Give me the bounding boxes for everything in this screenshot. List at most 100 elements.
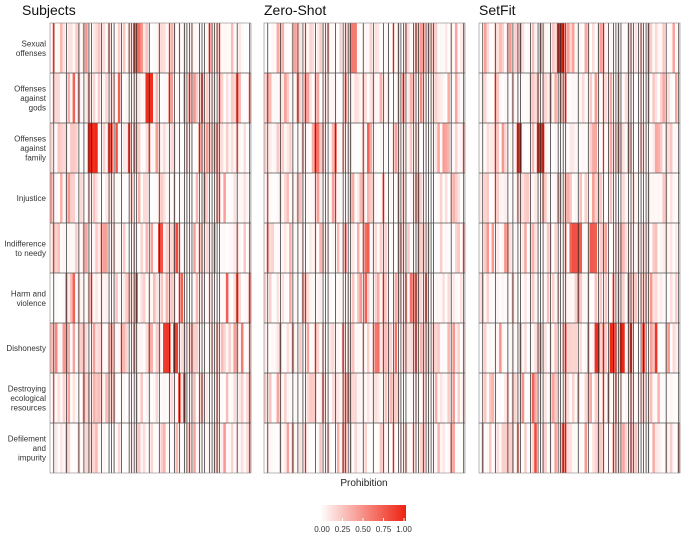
panel-title: Subjects	[22, 2, 76, 18]
heat-cell	[286, 273, 290, 323]
heat-cell	[115, 223, 119, 273]
heat-cell	[160, 173, 164, 223]
heat-cell	[652, 323, 656, 373]
heat-cell	[674, 173, 678, 223]
heat-cell	[571, 173, 575, 223]
heat-cell	[447, 173, 451, 223]
heat-cell	[489, 23, 492, 73]
heat-cell	[92, 273, 96, 323]
heat-cell	[444, 423, 448, 473]
heat-cell	[491, 423, 495, 473]
heat-cell	[85, 23, 88, 73]
heat-cell	[95, 23, 99, 73]
heat-cell	[150, 223, 154, 273]
heat-cell	[544, 223, 548, 273]
heat-cell	[496, 123, 500, 173]
heat-cell	[240, 373, 244, 423]
heat-cell	[230, 373, 234, 423]
heat-cell	[271, 173, 275, 223]
heat-cell	[447, 123, 451, 173]
heat-cell	[524, 73, 528, 123]
heat-cell	[454, 223, 458, 273]
heat-cell	[667, 223, 671, 273]
heat-cell	[501, 273, 505, 323]
heat-cell	[407, 373, 411, 423]
heat-cell	[594, 223, 598, 273]
heat-cell	[409, 223, 413, 273]
heat-cell	[122, 373, 126, 423]
heat-cell	[584, 323, 588, 373]
heat-cell	[594, 23, 598, 73]
heat-cell	[574, 323, 578, 373]
heat-cell	[306, 323, 310, 373]
heat-cell	[271, 223, 275, 273]
row-label: gods	[29, 104, 46, 113]
heat-cell	[75, 73, 78, 123]
heat-cell	[97, 323, 101, 373]
heat-cell	[233, 223, 237, 273]
heat-cell	[269, 223, 272, 273]
heat-cell	[60, 373, 63, 423]
heat-cell	[97, 223, 101, 273]
heat-cell	[571, 23, 575, 73]
heat-cell	[659, 23, 663, 73]
heat-cell	[452, 273, 456, 323]
heat-cell	[672, 273, 676, 323]
heat-cell	[276, 23, 280, 73]
heat-cell	[329, 73, 333, 123]
heat-cell	[264, 323, 267, 373]
heat-cell	[97, 373, 101, 423]
heat-cell	[657, 223, 661, 273]
heat-cell	[654, 323, 658, 373]
heat-cell	[271, 323, 275, 373]
heat-cell	[240, 73, 244, 123]
heat-cell	[669, 323, 673, 373]
heat-cell	[72, 323, 76, 373]
heat-cell	[672, 373, 676, 423]
heat-cell	[374, 223, 378, 273]
heat-cell	[281, 373, 285, 423]
heat-cell	[389, 173, 393, 223]
heat-cell	[554, 273, 558, 323]
heat-cell	[377, 323, 380, 373]
heat-cell	[122, 23, 126, 73]
heat-cell	[294, 373, 297, 423]
heat-cell	[319, 23, 323, 73]
heat-cell	[105, 423, 109, 473]
heat-cell	[546, 373, 550, 423]
heat-cell	[228, 273, 232, 323]
heat-cell	[504, 373, 507, 423]
heat-cell	[142, 323, 146, 373]
heat-cell	[356, 73, 360, 123]
heat-cell	[153, 73, 156, 123]
heat-cell	[274, 273, 277, 323]
heat-cell	[72, 173, 76, 223]
heat-cell	[55, 23, 58, 73]
heat-cell	[544, 323, 548, 373]
heat-cell	[364, 223, 368, 273]
heat-cell	[592, 223, 595, 273]
heat-cell	[95, 123, 99, 173]
heat-cell	[160, 323, 164, 373]
heat-cell	[331, 173, 335, 223]
heat-cell	[70, 423, 73, 473]
heat-cell	[205, 23, 209, 73]
heat-cell	[419, 273, 423, 323]
heat-cell	[264, 73, 267, 123]
heat-cell	[484, 123, 487, 173]
heat-cell	[60, 123, 63, 173]
heat-cell	[582, 423, 585, 473]
heat-cell	[377, 273, 380, 323]
heat-cell	[281, 423, 285, 473]
heat-cell	[524, 173, 528, 223]
heat-cell	[336, 423, 340, 473]
heat-cell	[80, 23, 83, 73]
heat-cell	[649, 73, 653, 123]
heat-cell	[622, 273, 626, 323]
heat-cell	[336, 123, 340, 173]
heat-cell	[356, 423, 360, 473]
heat-cell	[609, 73, 613, 123]
heat-cell	[145, 23, 149, 73]
heat-cell	[55, 73, 58, 123]
heat-cell	[499, 173, 502, 223]
